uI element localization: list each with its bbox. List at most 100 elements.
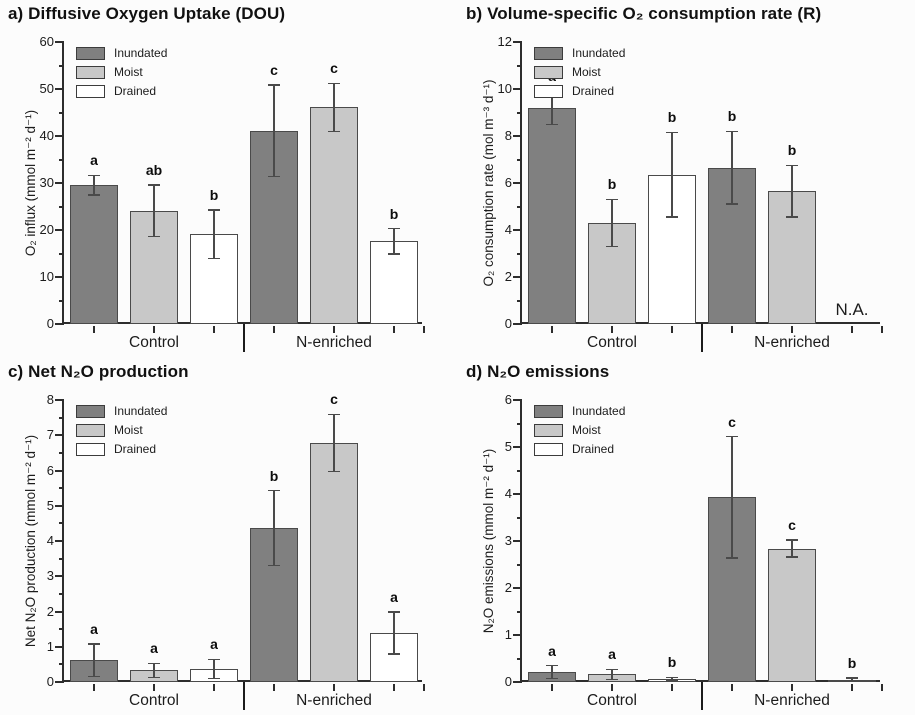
error-bar-cap-top [666, 131, 678, 134]
y-tick-label: 10 [39, 269, 54, 284]
error-bar-cap-top [88, 174, 100, 177]
significance-letter: a [210, 636, 218, 653]
plot-area: 0 1 2 3 4 5 6 Control a a b N-enriched c c b Inundated M… [505, 392, 883, 710]
legend-label: Inundated [114, 404, 168, 418]
significance-letter: b [787, 142, 797, 159]
y-tick-label: 0 [504, 674, 512, 689]
group-divider [243, 324, 245, 352]
y-tick-label: 1 [504, 627, 512, 642]
significance-letter: c [330, 60, 338, 77]
error-bar [213, 209, 215, 259]
error-bar-cap-top [666, 676, 678, 679]
x-tick [93, 684, 95, 691]
x-tick [273, 326, 275, 333]
error-bar-cap-top [606, 198, 618, 201]
panel-title: c) Net N₂O production [8, 362, 189, 381]
y-tick-label: 12 [497, 34, 512, 49]
legend: Inundated Moist Drained [76, 404, 167, 461]
significance-letter: a [90, 152, 98, 169]
y-major-tick [55, 575, 64, 578]
significance-letter: b [847, 655, 857, 672]
error-bar-cap-bottom [606, 678, 618, 681]
legend-item: Moist [534, 65, 625, 79]
error-bar [671, 132, 673, 218]
y-tick-label: 60 [39, 34, 54, 49]
y-major-tick [55, 434, 64, 437]
error-bar-cap-bottom [328, 470, 340, 473]
y-minor-tick [517, 657, 522, 660]
legend-swatch-moist [534, 65, 563, 79]
y-major-tick [55, 540, 64, 542]
error-bar [611, 199, 613, 247]
y-major-tick [513, 493, 522, 495]
y-minor-tick [517, 469, 522, 472]
error-bar-cap-top [546, 664, 558, 667]
bar-moist-n-enriched [768, 548, 816, 682]
x-tick [671, 684, 673, 691]
x-tick [851, 684, 853, 691]
significance-letter: a [608, 646, 616, 663]
error-bar-cap-top [208, 658, 220, 661]
significance-letter: a [548, 642, 556, 659]
error-bar [731, 131, 733, 205]
legend-item: Moist [76, 65, 167, 79]
y-minor-tick [517, 158, 522, 161]
error-bar-cap-top [268, 489, 280, 492]
y-tick-label: 6 [504, 392, 512, 407]
legend-swatch-drained [534, 442, 563, 456]
y-minor-tick [59, 299, 64, 302]
error-bar-cap-bottom [726, 203, 738, 205]
group-label: Control [129, 334, 179, 351]
error-bar [273, 490, 275, 566]
y-tick-label: 6 [46, 462, 54, 478]
error-bar [393, 228, 395, 254]
error-bar-cap-top [606, 668, 618, 671]
x-tick [333, 684, 335, 691]
error-bar-cap-bottom [546, 677, 558, 680]
y-major-tick [513, 276, 522, 278]
error-bar [93, 175, 95, 196]
y-major-tick [55, 681, 64, 683]
significance-letter: c [728, 413, 736, 430]
error-bar-cap-top [726, 435, 738, 438]
error-bar [153, 184, 155, 237]
error-bar [791, 165, 793, 218]
y-tick-label: 2 [504, 580, 512, 595]
error-bar [671, 677, 673, 682]
legend-label: Inundated [572, 46, 626, 60]
error-bar-cap-top [88, 643, 100, 645]
y-tick-label: 4 [504, 486, 512, 501]
error-bar [213, 659, 215, 679]
y-major-tick [55, 399, 64, 401]
error-bar-cap-bottom [666, 680, 678, 682]
bar-moist-n-enriched [310, 107, 358, 324]
legend-swatch-drained [76, 442, 105, 456]
error-bar-cap-top [786, 539, 798, 541]
significance-letter: c [270, 62, 278, 79]
legend-swatch-moist [534, 423, 563, 437]
legend-item: Drained [534, 84, 625, 98]
y-tick-label: 4 [504, 222, 512, 237]
y-major-tick [513, 88, 522, 90]
y-tick-label: 3 [46, 568, 54, 584]
legend-swatch-inundated [76, 404, 105, 418]
x-axis-end-tick [423, 684, 425, 691]
y-tick-label: 50 [39, 81, 54, 96]
x-axis-end-tick [881, 326, 883, 333]
legend-swatch-drained [76, 84, 105, 98]
legend-label: Inundated [572, 404, 626, 418]
y-minor-tick [517, 610, 522, 613]
y-minor-tick [59, 557, 64, 560]
significance-letter: b [389, 205, 399, 222]
bar-inundated-control [528, 107, 576, 324]
y-major-tick [513, 540, 522, 542]
x-tick [671, 326, 673, 333]
significance-letter: b [667, 654, 677, 671]
significance-letter: b [269, 467, 279, 484]
error-bar-cap-bottom [388, 653, 400, 655]
y-tick-label: 5 [504, 439, 512, 454]
y-tick-label: 8 [504, 128, 512, 143]
plot-area: 024681012ControlabbN-enrichedbbN.A.Inund… [498, 34, 883, 352]
y-major-tick [55, 276, 64, 278]
